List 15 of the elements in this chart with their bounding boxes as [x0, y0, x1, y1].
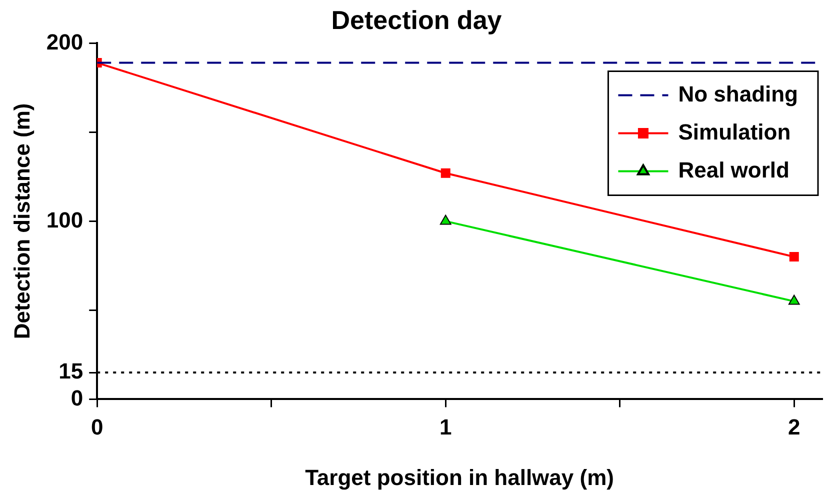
x-axis-title: Target position in hallway (m) [305, 464, 614, 490]
point [440, 168, 450, 178]
y-tick-label: 100 [46, 207, 84, 232]
legend-label: Simulation [678, 119, 791, 144]
y-axis-title: Detection distance (m) [9, 103, 34, 340]
y-tick-label: 15 [58, 358, 84, 384]
x-tick-label: 1 [439, 414, 452, 440]
point [789, 252, 799, 262]
x-tick-label: 2 [788, 414, 800, 440]
legend-label: No shading [678, 81, 798, 106]
y-tick-label: 0 [70, 385, 84, 410]
y-tick-label: 200 [46, 29, 84, 54]
chart-title: Detection day [331, 4, 502, 35]
legend-label: Real world [678, 157, 790, 182]
x-tick-label: 0 [90, 414, 104, 440]
